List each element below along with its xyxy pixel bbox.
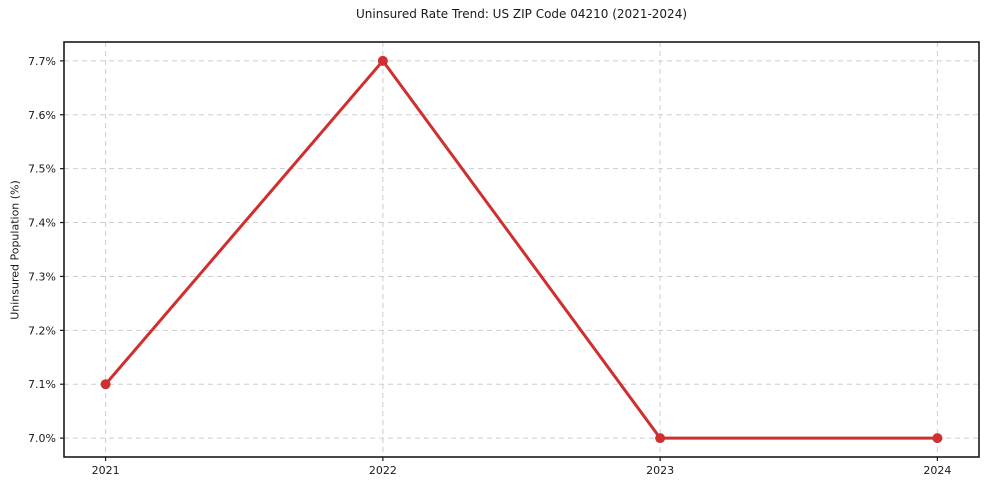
x-tick-label: 2023	[646, 464, 674, 477]
data-point-marker	[932, 433, 943, 444]
y-tick-label: 7.6%	[28, 109, 56, 122]
chart-title: Uninsured Rate Trend: US ZIP Code 04210 …	[355, 7, 688, 21]
y-tick-label: 7.0%	[28, 432, 56, 445]
y-tick-label: 7.2%	[28, 324, 56, 337]
plot-frame	[63, 41, 980, 458]
x-tick-label: 2024	[923, 464, 951, 477]
y-tick-label: 7.7%	[28, 55, 56, 68]
x-tick-label: 2022	[369, 464, 397, 477]
data-point-marker	[377, 55, 388, 66]
y-tick-label: 7.1%	[28, 378, 56, 391]
y-tick-label: 7.5%	[28, 163, 56, 176]
data-point-marker	[100, 379, 111, 390]
x-tick-label: 2021	[92, 464, 120, 477]
y-tick-label: 7.4%	[28, 217, 56, 230]
trend-line	[104, 59, 939, 440]
y-tick-label: 7.3%	[28, 270, 56, 283]
data-point-marker	[655, 433, 666, 444]
